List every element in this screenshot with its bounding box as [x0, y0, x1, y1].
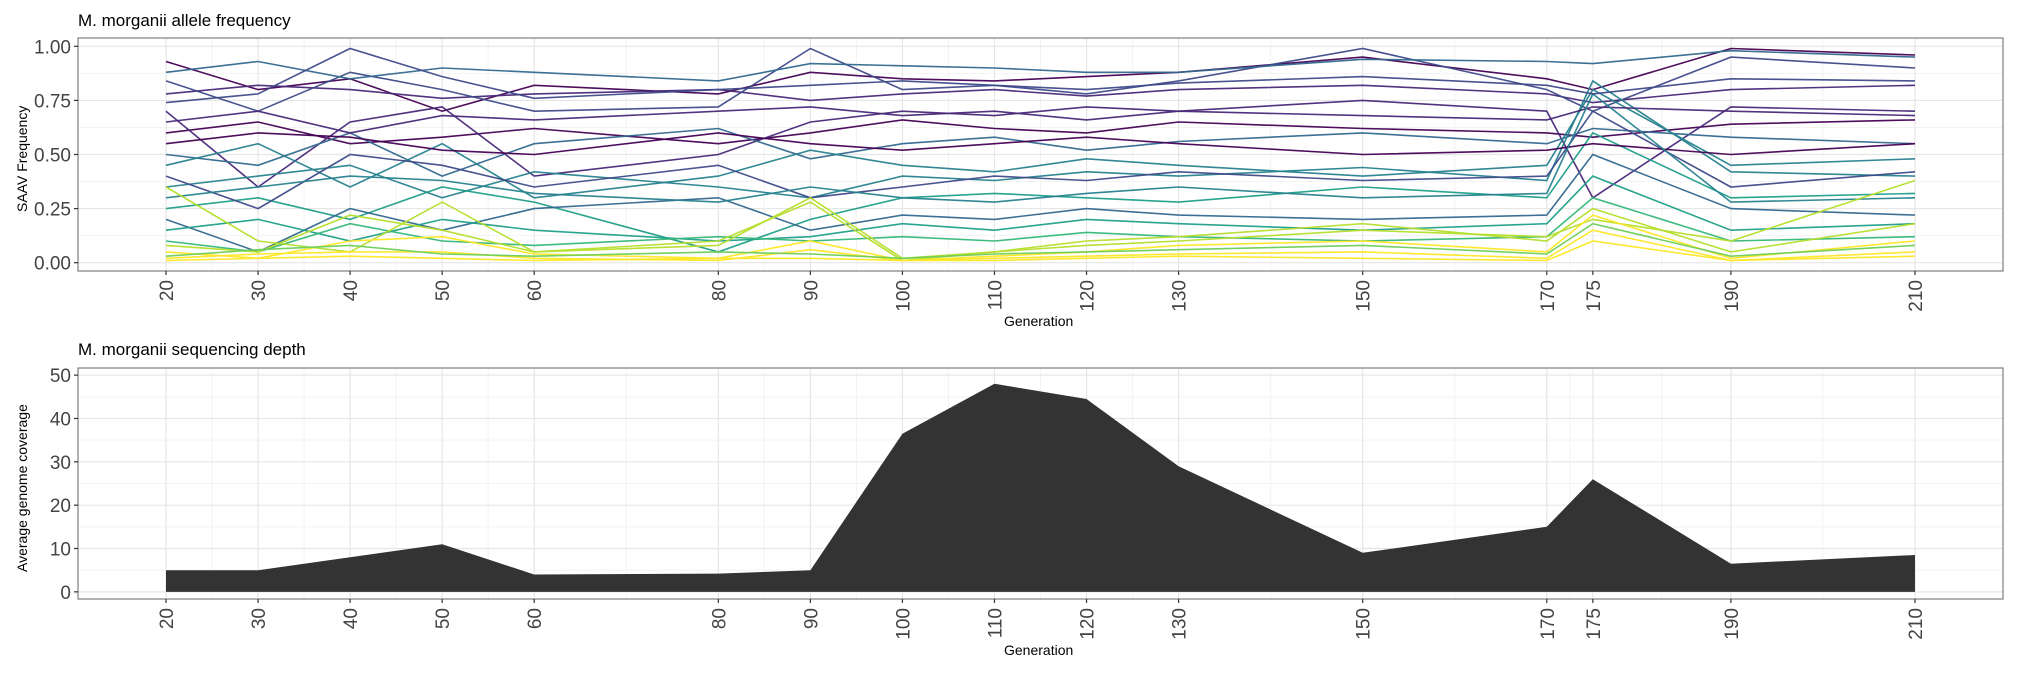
y-tick-label: 50: [50, 366, 71, 387]
y-tick-label: 20: [50, 496, 71, 517]
x-tick-label: 90: [801, 608, 822, 629]
x-tick-label: 50: [433, 280, 454, 301]
y-tick-label: 10: [50, 540, 71, 561]
series-line-8: [165, 79, 1916, 199]
series-line-23: [165, 49, 1916, 82]
series-line-16: [165, 196, 1916, 253]
series-line-17: [165, 179, 1916, 260]
series-line-2: [165, 84, 1916, 104]
series-line-4: [165, 119, 1916, 145]
coverage-area: [166, 383, 1915, 592]
x-tick-label: 30: [249, 280, 270, 301]
x-tick-label: 100: [893, 608, 914, 640]
x-tick-label: 30: [249, 608, 270, 629]
y-tick-label: 30: [50, 453, 71, 474]
x-tick-label: 110: [985, 280, 1006, 310]
y-tick-label: 0.25: [34, 200, 71, 221]
bottom-chart-title: M. morganii sequencing depth: [78, 340, 306, 359]
top-x-axis-title: Generation: [1004, 313, 1074, 329]
series-line-12: [165, 175, 1916, 242]
y-tick-label: 0.50: [34, 146, 71, 167]
y-tick-label: 0: [60, 583, 71, 604]
y-tick-label: 0.00: [34, 254, 71, 275]
y-tick-label: 0.75: [34, 91, 71, 112]
y-tick-label: 1.00: [34, 37, 71, 58]
x-tick-label: 20: [157, 280, 178, 301]
x-tick-label: 20: [157, 608, 178, 629]
x-tick-label: 175: [1584, 608, 1605, 640]
series-line-6: [165, 127, 1916, 177]
top-chart-title: M. morganii allele frequency: [78, 11, 291, 30]
series-group: [165, 47, 1916, 262]
x-tick-label: 60: [525, 608, 546, 629]
x-tick-label: 100: [893, 280, 914, 312]
x-tick-label: 80: [709, 280, 730, 301]
x-tick-label: 175: [1584, 280, 1605, 312]
x-tick-label: 90: [801, 280, 822, 301]
x-tick-label: 120: [1078, 608, 1099, 640]
x-tick-label: 210: [1906, 608, 1927, 640]
x-tick-label: 170: [1538, 280, 1559, 312]
x-tick-label: 40: [341, 608, 362, 629]
x-tick-label: 40: [341, 280, 362, 301]
x-tick-label: 210: [1906, 280, 1927, 312]
series-line-24: [165, 47, 1916, 104]
x-tick-label: 190: [1722, 280, 1743, 312]
bottom-x-axis-title: Generation: [1004, 642, 1074, 658]
allele-frequency-panel: 0.00 0.25 0.50 0.75 1.00 20 30 40 50 60 80 90 100 110…: [34, 37, 2004, 312]
series-line-22: [165, 240, 1916, 262]
x-tick-label: 130: [1170, 608, 1191, 640]
series-line-14: [165, 132, 1916, 156]
series-line-7: [165, 88, 1916, 199]
series-line-15: [165, 92, 1916, 203]
series-line-21: [165, 222, 1916, 260]
series-line-1: [165, 47, 1916, 113]
series-line-20: [165, 229, 1916, 262]
x-tick-label: 60: [525, 280, 546, 301]
y-tick-label: 40: [50, 409, 71, 430]
series-line-10: [165, 153, 1916, 253]
panel-border: [77, 367, 2004, 600]
x-tick-label: 150: [1354, 608, 1375, 640]
x-tick-label: 50: [433, 608, 454, 629]
series-line-3: [165, 47, 1916, 113]
x-tick-label: 190: [1722, 608, 1743, 640]
x-tick-label: 120: [1078, 280, 1099, 312]
x-tick-label: 170: [1538, 608, 1559, 640]
x-tick-label: 150: [1354, 280, 1375, 312]
x-tick-label: 110: [985, 608, 1006, 638]
x-tick-label: 80: [709, 608, 730, 629]
series-line-9: [165, 131, 1916, 253]
series-line-19: [165, 214, 1916, 262]
sequencing-depth-panel: 0 10 20 30 40 50 20 30 40 50 60 80 90 100 110 120 130 150…: [50, 366, 2004, 640]
x-tick-label: 130: [1170, 280, 1191, 312]
series-line-13: [165, 106, 1916, 134]
